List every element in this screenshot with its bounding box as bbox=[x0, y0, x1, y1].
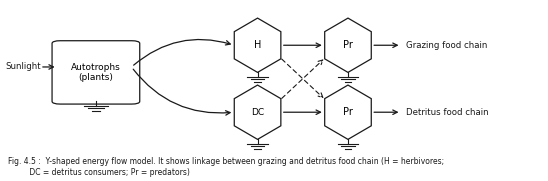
Text: Pr: Pr bbox=[343, 107, 353, 117]
Text: Grazing food chain: Grazing food chain bbox=[406, 41, 487, 50]
Text: Fig. 4.5 :  Y-shaped energy flow model. It shows linkage between grazing and det: Fig. 4.5 : Y-shaped energy flow model. I… bbox=[8, 157, 444, 177]
Text: H: H bbox=[254, 40, 261, 50]
Text: Sunlight: Sunlight bbox=[5, 62, 41, 71]
Text: Detritus food chain: Detritus food chain bbox=[406, 108, 488, 117]
Text: Autotrophs
(plants): Autotrophs (plants) bbox=[71, 63, 121, 82]
Text: Pr: Pr bbox=[343, 40, 353, 50]
Text: DC: DC bbox=[251, 108, 264, 117]
